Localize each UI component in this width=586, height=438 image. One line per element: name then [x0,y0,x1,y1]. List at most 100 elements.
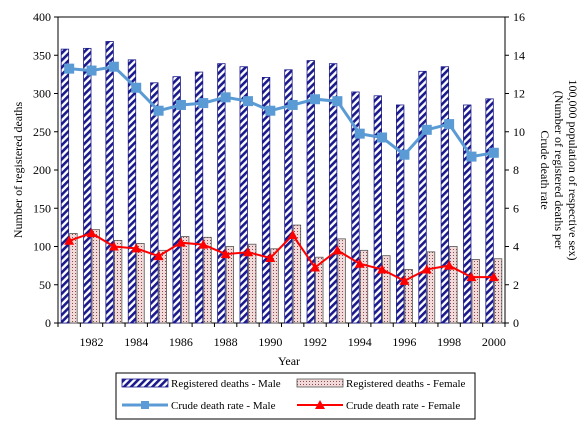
right-ytick-label: 14 [513,48,525,62]
bar-male-1984 [127,59,137,324]
point-female-rate-1993 [332,245,343,255]
bar-female-1989 [248,243,257,324]
bar-female-1995 [382,255,391,324]
left-ytick-label: 400 [33,10,51,24]
bar-male-2000 [485,98,494,324]
right-ytick-label: 4 [513,240,519,254]
plot-area [57,16,506,324]
point-female-rate-1995 [377,264,388,274]
legend-label-male-bars: Registered deaths - Male [171,378,281,390]
point-female-rate-1986 [175,237,186,247]
point-male-rate-1989 [242,96,253,107]
point-female-rate-1989 [242,247,253,257]
left-ytick-label: 0 [45,316,51,330]
bar-female-1982 [91,229,100,324]
left-ytick-label: 50 [39,278,51,292]
right-ytick-label: 0 [513,316,519,330]
point-male-rate-1984 [131,82,142,93]
left-ytick-label: 250 [33,125,51,139]
bar-male-1995 [373,95,382,324]
bars-layer [60,41,503,324]
point-male-rate-1994 [354,128,365,139]
bar-female-1986 [181,236,190,324]
point-male-rate-1990 [265,105,276,116]
right-ytick-label: 6 [513,201,519,215]
point-male-rate-1981 [64,63,75,74]
point-female-rate-1991 [287,230,298,240]
left-ytick-label: 300 [33,87,51,101]
bar-male-1999 [463,104,472,324]
point-female-rate-1988 [220,249,231,259]
bar-male-1988 [217,63,226,324]
xtick-label: 1984 [124,335,148,349]
bar-female-1984 [136,243,145,324]
bar-female-1996 [404,269,413,324]
point-female-rate-1999 [466,272,477,282]
bar-male-1987 [194,71,204,324]
point-female-rate-1994 [354,258,365,268]
bar-female-1997 [426,251,436,324]
bar-female-1993 [337,238,346,324]
bar-female-1991 [292,224,302,324]
right-ytick-label: 16 [513,10,525,24]
left-ytick-label: 150 [33,201,51,215]
legend-swatch-female-bars [296,378,344,388]
bar-female-1999 [471,259,480,324]
right-y-axis-title-line1: Crude death rate [538,130,552,209]
legend-label-male-line: Crude death rate - Male [171,400,276,412]
bar-male-1990 [261,77,271,324]
plot-frame [57,16,506,324]
bar-male-1983 [105,41,114,324]
right-ytick-label: 10 [513,125,525,139]
point-male-rate-1993 [332,96,343,107]
left-ytick-label: 100 [33,240,51,254]
bar-female-1988 [225,246,235,324]
point-male-rate-1995 [377,132,388,143]
legend-label-female-line: Crude death rate - Female [346,400,460,412]
bar-male-1981 [60,48,70,324]
point-female-rate-1987 [198,239,209,249]
right-y-axis-title-line3: 100,000 population of respective sex) [566,80,580,261]
point-female-rate-1990 [265,252,276,262]
bar-male-1994 [351,91,360,324]
xtick-label: 1988 [214,335,238,349]
bar-female-1987 [203,236,212,324]
bar-male-1989 [239,66,248,324]
xtick-label: 1992 [303,335,327,349]
right-y-axis-title-line2: (Number of registered deaths per [552,91,566,250]
bar-female-1992 [315,256,324,324]
point-female-rate-1998 [444,260,455,270]
bar-female-1983 [113,239,123,324]
point-female-rate-1983 [108,241,119,251]
bar-female-2000 [493,258,503,324]
left-y-axis-title: Number of registered deaths [11,102,25,239]
point-male-rate-1988 [220,92,231,103]
bar-male-1998 [440,66,450,324]
xtick-label: 1994 [348,335,372,349]
legend-label-female-bars: Registered deaths - Female [346,378,466,390]
bar-female-1990 [270,248,279,324]
bar-male-1986 [172,76,181,324]
bar-male-1991 [284,69,293,324]
xtick-label: 1996 [392,335,416,349]
point-male-rate-1991 [287,99,298,110]
right-ytick-label: 2 [513,278,519,292]
x-axis-title: Year [278,354,300,368]
xtick-label: 1998 [437,335,461,349]
bar-male-1997 [418,70,427,324]
right-ytick-label: 12 [513,87,525,101]
legend-box [115,372,476,420]
point-male-rate-1986 [175,99,186,110]
point-male-rate-1982 [86,65,97,76]
bar-male-1996 [396,104,405,324]
left-ytick-label: 350 [33,48,51,62]
point-male-rate-1987 [198,98,209,109]
bar-female-1994 [359,249,369,324]
point-female-rate-1984 [131,243,142,253]
point-male-rate-1997 [421,124,432,135]
point-male-rate-1999 [466,151,477,162]
point-male-rate-1983 [108,61,119,72]
point-female-rate-1982 [86,228,97,238]
bar-female-1985 [158,249,167,324]
right-ytick-label: 8 [513,163,519,177]
